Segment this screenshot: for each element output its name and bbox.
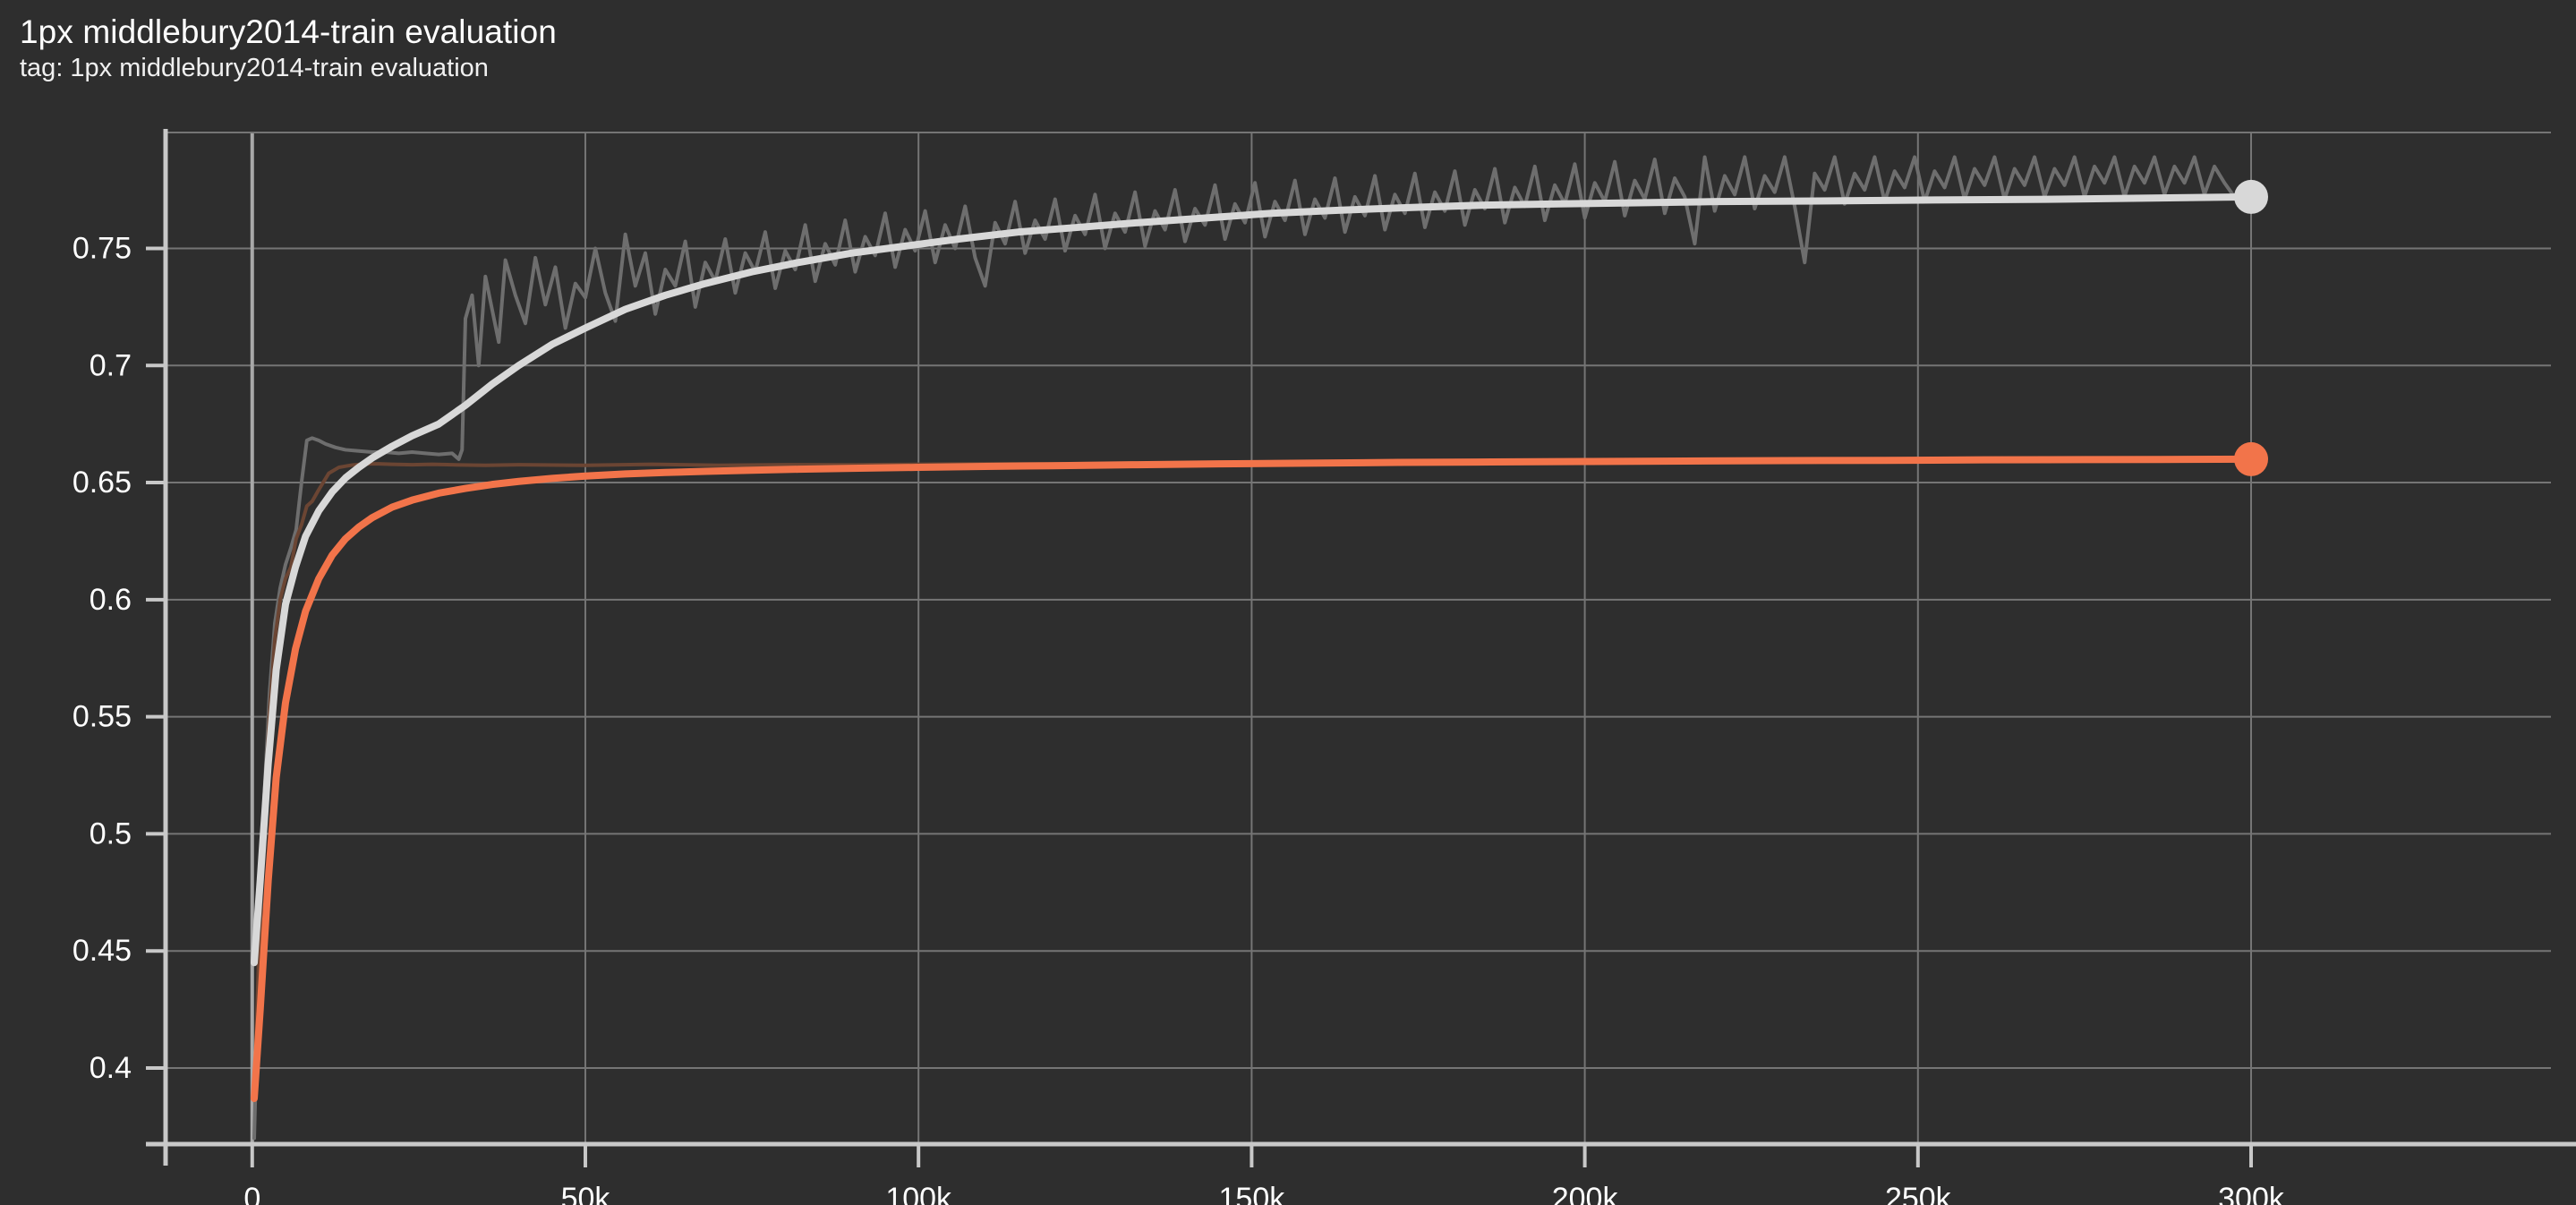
y-tick-label: 0.7 [90,348,132,382]
x-tick-label: 200k [1552,1182,1619,1205]
y-tick-label: 0.55 [73,700,132,734]
chart-header: 1px middlebury2014-train evaluation tag:… [20,13,1273,84]
series-line-run-b-raw [252,457,2254,1100]
series-line-run-a-smoothed [251,192,2256,967]
x-tick-label: 100k [885,1182,952,1205]
x-tick-label: 250k [1885,1182,1952,1205]
series-group [251,155,2256,1141]
endpoint-markers-group[interactable] [2234,179,2269,476]
y-tick-label: 0.45 [73,934,132,968]
tick-labels-group: 0.4 0.45 0.5 0.55 0.6 0.65 0.7 0.75 0 50k 100k 150k… [73,231,2285,1205]
axes-group [146,129,2576,1167]
endpoint-marker-run-a-smoothed[interactable] [2234,179,2269,214]
x-tick-label: 300k [2218,1182,2285,1205]
chart-tag-subtitle: tag: 1px middlebury2014-train evaluation [20,54,489,82]
y-tick-label: 0.5 [90,816,132,850]
series-line-run-a-raw [252,155,2237,1141]
y-tick-label: 0.65 [73,466,132,500]
x-tick-label: 150k [1219,1182,1286,1205]
y-tick-label: 0.75 [73,231,132,265]
y-tick-label: 0.6 [90,583,132,617]
x-tick-label: 0 [243,1182,260,1205]
series-line-run-b-smoothed [251,455,2256,1102]
x-tick-label: 50k [561,1182,611,1205]
y-tick-label: 0.4 [90,1051,132,1085]
gridlines-group [166,132,2551,1144]
endpoint-marker-run-b-smoothed[interactable] [2234,441,2269,476]
page-title: 1px middlebury2014-train evaluation [20,13,557,50]
